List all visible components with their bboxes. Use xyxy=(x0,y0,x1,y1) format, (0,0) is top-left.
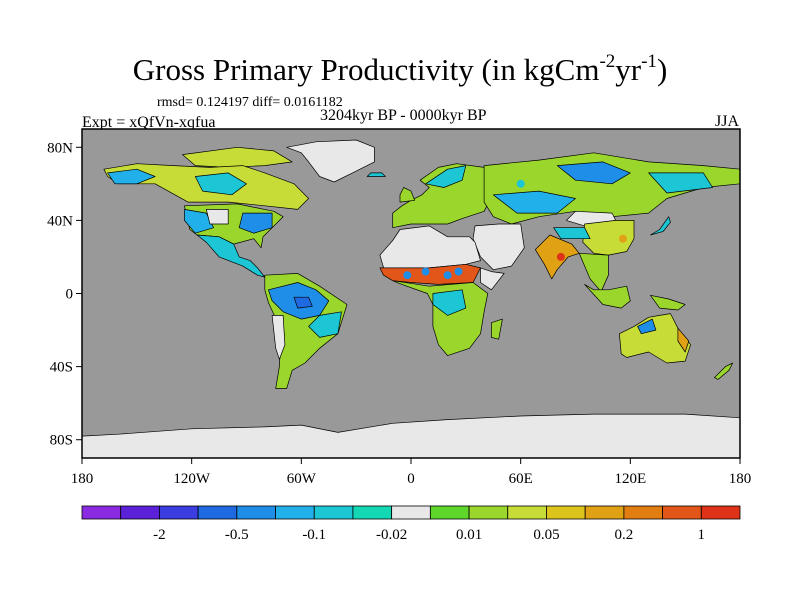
y-tick-label-1: 40N xyxy=(47,213,73,229)
colorbar-bin-15 xyxy=(662,505,702,520)
colorbar-bin-8 xyxy=(391,505,431,520)
title-sup-1: -2 xyxy=(599,51,616,72)
colorbar: -2 -0.5 -0.1 -0.02 0.01 0.05 0.2 1 xyxy=(81,505,741,543)
y-tick-label-0: 80N xyxy=(47,140,73,156)
axis-ticks: 180 120W 60W 0 60E 120E 180 80N 40N 0 40S 80S xyxy=(47,140,751,487)
region-iceland xyxy=(366,172,386,177)
colorbar-bin-14 xyxy=(623,505,663,520)
region-new-zealand xyxy=(714,362,734,380)
title-end: ) xyxy=(656,52,668,87)
colorbar-label-6: 0.2 xyxy=(615,527,634,543)
y-tick-label-2: 0 xyxy=(66,287,74,303)
colorbar-bin-5 xyxy=(275,505,315,520)
x-tick-label-5: 120E xyxy=(614,471,646,487)
region-australia-blue xyxy=(637,318,657,335)
colorbar-bin-0 xyxy=(81,505,122,520)
colorbar-label-3: -0.02 xyxy=(376,527,407,543)
data-spot-5 xyxy=(224,179,233,188)
data-spot-6 xyxy=(516,179,525,188)
region-greenland xyxy=(286,139,375,183)
y-tick-label-4: 80S xyxy=(50,433,73,449)
colorbar-bin-3 xyxy=(197,505,238,520)
title-main: Gross Primary Productivity (in kgCm xyxy=(132,52,600,87)
chart-title: Gross Primary Productivity (in kgCm-2yr-… xyxy=(0,52,800,88)
title-mid: yr xyxy=(615,52,642,87)
colorbar-bin-4 xyxy=(236,505,276,520)
region-antarctica xyxy=(82,413,740,458)
region-madagascar xyxy=(491,318,503,340)
colorbar-bin-7 xyxy=(352,505,393,520)
region-scandinavia-cyan xyxy=(425,165,467,188)
experiment-label: Expt = xQfVn-xqfua xyxy=(82,114,216,131)
data-spot-4 xyxy=(556,252,565,261)
region-congo-cyan xyxy=(432,289,467,316)
colorbar-label-7: 1 xyxy=(698,527,706,543)
data-spot-7 xyxy=(619,234,627,243)
region-amazon-core xyxy=(293,296,313,309)
region-usa-east-blue xyxy=(238,212,273,234)
region-europe xyxy=(392,163,494,229)
region-usa-west-cyan xyxy=(184,209,214,234)
region-usa-gap xyxy=(205,209,229,225)
colorbar-bin-2 xyxy=(159,505,199,520)
title-sup-2: -1 xyxy=(641,51,657,72)
y-tick-label-3: 40S xyxy=(50,360,73,376)
colorbar-bin-9 xyxy=(429,505,470,520)
region-canada-blue xyxy=(194,172,247,196)
period-label: 3204kyr BP - 0000kyr BP xyxy=(320,107,487,124)
colorbar-label-1: -0.5 xyxy=(225,527,249,543)
region-east-siberia-cyan xyxy=(648,172,713,194)
colorbar-bin-11 xyxy=(507,505,547,520)
region-alaska-blue xyxy=(107,168,156,185)
x-tick-label-2: 60W xyxy=(287,471,317,487)
region-australia-east xyxy=(677,327,690,353)
colorbar-bin-6 xyxy=(313,505,354,520)
x-tick-label-4: 60E xyxy=(509,471,533,487)
data-spot-1 xyxy=(421,267,430,276)
region-central-asia-blue xyxy=(492,190,576,214)
region-horn-africa-desert xyxy=(480,267,505,291)
region-new-guinea xyxy=(650,294,686,311)
region-siberia-blue xyxy=(556,161,631,185)
colorbar-label-4: 0.01 xyxy=(456,527,482,543)
region-uk xyxy=(399,187,416,203)
colorbar-bin-1 xyxy=(120,505,160,520)
region-southeast-asia xyxy=(578,252,609,293)
region-japan xyxy=(650,216,671,236)
region-china xyxy=(582,220,635,256)
stats-label: rmsd= 0.124197 diff= 0.0161182 xyxy=(157,95,343,110)
x-tick-label-6: 180 xyxy=(729,471,752,487)
colorbar-label-5: 0.05 xyxy=(533,527,559,543)
region-mexico xyxy=(196,234,266,278)
colorbar-bin-12 xyxy=(546,505,586,520)
colorbar-bin-10 xyxy=(468,505,509,520)
colorbar-label-2: -0.1 xyxy=(302,527,326,543)
x-tick-label-0: 180 xyxy=(71,471,94,487)
region-brazil-east-cyan xyxy=(308,311,342,338)
region-andes-gap xyxy=(271,315,286,360)
data-spot-3 xyxy=(454,267,463,276)
x-tick-label-3: 0 xyxy=(407,471,415,487)
land-layer xyxy=(82,139,740,458)
colorbar-label-0: -2 xyxy=(153,527,166,543)
colorbar-bin-13 xyxy=(584,505,625,520)
data-spot-0 xyxy=(403,271,412,280)
region-arctic-canada xyxy=(182,146,293,168)
region-tibet-cyan xyxy=(553,227,591,240)
x-tick-label-1: 120W xyxy=(173,471,211,487)
region-indonesia xyxy=(584,284,631,309)
colorbar-bin-16 xyxy=(700,505,741,520)
data-spot-2 xyxy=(443,271,452,280)
region-australia xyxy=(619,313,691,364)
season-label: JJA xyxy=(715,113,740,130)
